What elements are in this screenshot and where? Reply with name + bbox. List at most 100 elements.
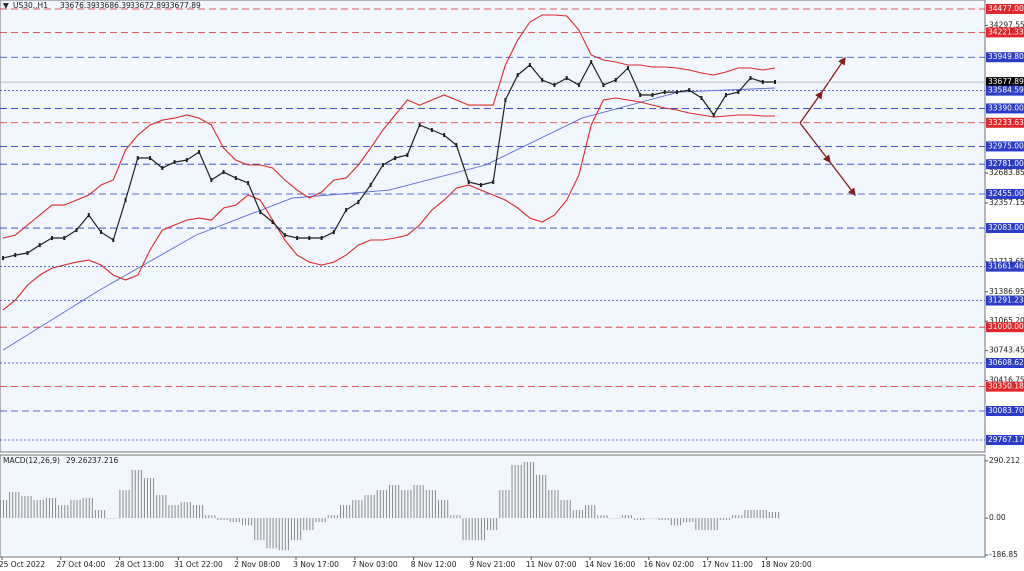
macd-bar [260, 518, 262, 541]
macd-bar [637, 518, 639, 521]
price-point [553, 83, 556, 88]
macd-bar [551, 490, 553, 519]
macd-bar [361, 499, 363, 519]
macd-bar [505, 490, 507, 519]
macd-bar [367, 495, 369, 519]
macd-bar [0, 499, 1, 519]
price-point [602, 83, 605, 88]
price-point [247, 181, 250, 186]
price-point [712, 113, 715, 118]
high: 33686.39 [95, 1, 131, 10]
level-label: 33677.89 [988, 77, 1024, 86]
macd-bar [759, 510, 761, 519]
macd-bar [88, 498, 90, 519]
price-point [761, 79, 764, 84]
macd-title: MACD(12,26,9) [3, 456, 60, 465]
macd-bar [578, 510, 580, 519]
price-point [565, 76, 568, 81]
macd-bar [459, 515, 461, 519]
macd-bar [704, 518, 706, 531]
price-point [112, 238, 115, 243]
level-label: 32455.00 [988, 189, 1024, 198]
macd-bar [676, 518, 678, 526]
macd-bar [235, 518, 237, 523]
macd-bar [107, 518, 109, 519]
forecast-arrows [799, 56, 856, 197]
macd-bar [159, 495, 161, 519]
macd-bar [419, 484, 421, 519]
macd-bar [615, 518, 617, 519]
price-point [577, 83, 580, 88]
level-label-box [986, 406, 1024, 417]
macd-bar [594, 505, 596, 519]
price-point [75, 228, 78, 233]
macd-bar [735, 515, 737, 519]
macd-bar [545, 474, 547, 519]
level-label: 30608.62 [988, 358, 1024, 367]
macd-bar [85, 498, 87, 519]
macd-bar [673, 518, 675, 526]
macd-bar [318, 518, 320, 523]
macd-bar [82, 498, 84, 519]
macd-bar [765, 510, 767, 519]
macd-bar [211, 515, 213, 519]
macd-bar [468, 518, 470, 541]
level-label-box [986, 141, 1024, 152]
macd-bar [753, 510, 755, 519]
price-point [516, 73, 519, 78]
macd-bar [447, 499, 449, 519]
macd-bar [422, 484, 424, 519]
price-point [161, 166, 164, 171]
price-point [455, 143, 458, 148]
macd-bar [624, 515, 626, 519]
macd-bar [140, 469, 142, 519]
macd-bar [376, 490, 378, 519]
macd-bar [444, 499, 446, 519]
macd-bar [382, 490, 384, 519]
y-tick-label: 32357.15 [989, 198, 1024, 207]
macd-bar [695, 518, 697, 531]
macd-bar [315, 518, 317, 523]
macd-bar [64, 505, 66, 519]
y-tick-label: 34297.55 [989, 20, 1024, 29]
macd-bar [202, 505, 204, 519]
macd-bar [462, 518, 464, 541]
macd-bar [683, 518, 685, 523]
macd-bar [223, 518, 225, 521]
macd-bar [612, 518, 614, 519]
close: 33677.89 [165, 1, 201, 10]
symbol: US30.,H1 [13, 1, 48, 10]
macd-bar [477, 518, 479, 541]
macd-panel [0, 454, 986, 558]
price-point [430, 128, 433, 133]
price-point [443, 133, 446, 138]
price-point [296, 236, 299, 241]
macd-bar [655, 518, 657, 519]
price-point [332, 230, 335, 235]
macd-bar [217, 518, 219, 521]
macd-bar [30, 496, 32, 519]
price-point [418, 123, 421, 128]
macd-bar [321, 518, 323, 523]
macd-bar [689, 518, 691, 523]
price-point [394, 156, 397, 161]
macd-bar [131, 469, 133, 519]
macd-bar [569, 499, 571, 519]
macd-bar [45, 498, 47, 519]
level-label-box [986, 322, 1024, 333]
macd-value: 29.262 [66, 456, 92, 465]
macd-bar [778, 512, 780, 519]
macd-bar [661, 518, 663, 521]
macd-bar [134, 469, 136, 519]
macd-bar [401, 490, 403, 519]
macd-bar [536, 474, 538, 519]
macd-bar [257, 518, 259, 541]
price-point [173, 160, 176, 165]
level-label: 30350.18 [988, 382, 1024, 391]
macd-bar [554, 490, 556, 519]
macd-bar [425, 490, 427, 519]
upper-band [2, 14, 776, 239]
price-point [2, 256, 4, 261]
macd-bar [73, 499, 75, 519]
